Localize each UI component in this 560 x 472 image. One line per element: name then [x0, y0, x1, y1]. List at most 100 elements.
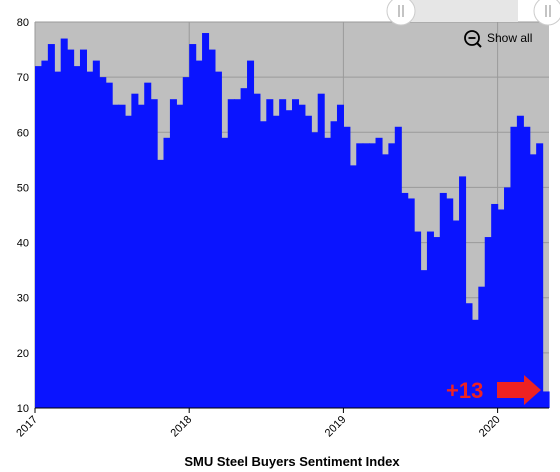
bar — [73, 66, 81, 408]
bar — [529, 154, 537, 408]
bar — [349, 165, 357, 408]
bar — [420, 270, 428, 408]
x-tick-label: 2019 — [323, 414, 349, 440]
x-tick-label: 2017 — [14, 414, 40, 440]
bar — [182, 77, 190, 409]
bar — [446, 198, 454, 408]
bar — [86, 71, 94, 408]
bar — [311, 132, 319, 409]
bar — [317, 93, 325, 408]
bar — [542, 391, 550, 408]
y-tick-label: 70 — [17, 72, 29, 84]
bar — [536, 143, 544, 409]
annotation-label: +13 — [446, 378, 483, 403]
bar — [60, 38, 68, 409]
bar — [105, 82, 113, 409]
bar — [523, 126, 531, 409]
bar — [433, 237, 441, 408]
bar — [79, 49, 87, 408]
x-tick-label: 2020 — [477, 414, 503, 440]
bar — [439, 192, 447, 408]
y-tick-label: 20 — [17, 348, 29, 360]
bar — [279, 99, 287, 408]
bar — [137, 104, 145, 408]
bar — [150, 99, 158, 408]
bar — [407, 198, 415, 408]
range-selector[interactable] — [386, 0, 560, 26]
bar — [35, 66, 43, 408]
y-axis: 10 20 30 40 50 60 70 80 — [17, 17, 29, 415]
bar — [478, 286, 486, 408]
bar — [118, 104, 126, 408]
show-all-label[interactable]: Show all — [487, 31, 532, 45]
bar — [208, 49, 216, 408]
bar — [47, 44, 55, 409]
bars — [35, 33, 550, 409]
bar — [272, 115, 280, 408]
bar — [504, 187, 512, 408]
bar — [112, 104, 120, 408]
bar — [401, 192, 409, 408]
bar — [356, 143, 364, 409]
bar — [169, 99, 177, 408]
bar — [484, 237, 492, 408]
y-tick-label: 60 — [17, 127, 29, 139]
bar — [189, 44, 197, 409]
show-all-button[interactable]: Show all — [464, 30, 532, 48]
bar — [426, 231, 434, 408]
right-arrow-icon — [497, 375, 541, 405]
bar — [414, 231, 422, 408]
bar — [214, 71, 222, 408]
range-track[interactable] — [400, 0, 518, 22]
bar — [176, 104, 184, 408]
bar — [459, 176, 467, 408]
bar — [124, 115, 132, 408]
bar — [381, 154, 389, 408]
range-handle-left[interactable] — [386, 0, 416, 26]
bar — [253, 93, 261, 408]
bar — [221, 137, 229, 409]
bar — [92, 60, 100, 408]
y-tick-label: 50 — [17, 182, 29, 194]
bar — [343, 126, 351, 409]
bar — [195, 60, 203, 408]
bar — [157, 159, 165, 408]
bar — [54, 71, 62, 408]
bar — [266, 99, 274, 408]
y-tick-label: 10 — [17, 403, 29, 415]
x-tick-label: 2018 — [169, 414, 195, 440]
bar — [298, 104, 306, 408]
bar — [292, 99, 300, 408]
x-axis: 2017 2018 2019 2020 — [14, 407, 549, 440]
bar — [163, 137, 171, 409]
bar — [240, 88, 248, 409]
bar — [144, 82, 152, 409]
bar — [375, 137, 383, 409]
bar — [202, 33, 210, 409]
y-tick-label: 30 — [17, 293, 29, 305]
bar — [452, 220, 460, 408]
bar — [227, 99, 235, 408]
range-handle-right[interactable] — [533, 0, 560, 26]
bar — [362, 143, 370, 409]
bar — [324, 137, 332, 409]
bar — [304, 115, 312, 408]
bar — [471, 319, 479, 408]
bar — [41, 60, 49, 408]
bar — [330, 121, 338, 408]
y-tick-label: 40 — [17, 238, 29, 250]
bar — [497, 209, 505, 408]
bar — [259, 121, 267, 408]
y-tick-label: 80 — [17, 17, 29, 29]
bar — [67, 49, 75, 408]
bar — [465, 303, 473, 408]
bar — [516, 115, 524, 408]
bar — [131, 93, 139, 408]
bar — [336, 104, 344, 408]
chart-title: SMU Steel Buyers Sentiment Index — [184, 454, 400, 469]
bar — [99, 77, 107, 409]
bar — [394, 126, 402, 409]
bar — [491, 203, 499, 408]
zoom-out-icon — [464, 30, 482, 48]
